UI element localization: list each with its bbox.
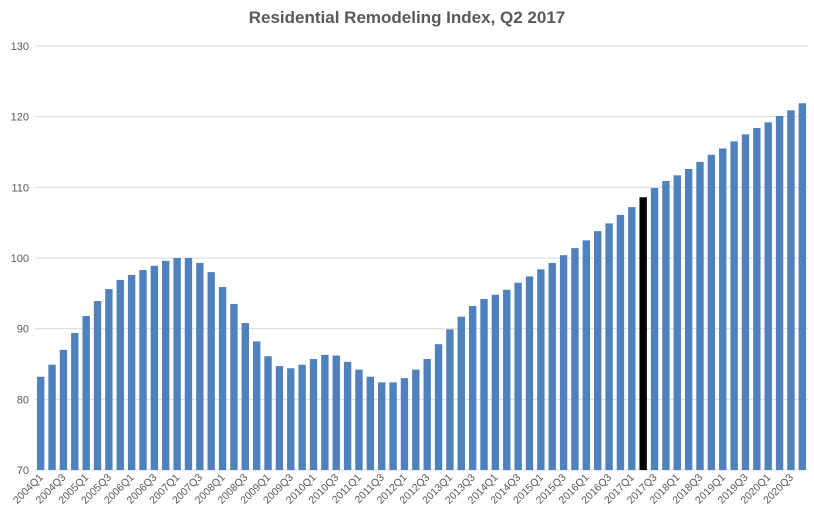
bar: [775, 115, 784, 471]
bar: [684, 168, 693, 470]
bar: [400, 378, 409, 470]
bar: [207, 272, 215, 470]
bar: [457, 316, 465, 470]
bar: [628, 207, 636, 470]
bar: [389, 382, 397, 470]
y-tick-label: 130: [11, 41, 29, 53]
bar: [696, 161, 704, 471]
bar: [787, 110, 795, 470]
bar: [241, 323, 249, 470]
bar: [764, 122, 772, 470]
bar: [605, 223, 613, 470]
bar: [275, 366, 284, 470]
bar: [537, 269, 545, 470]
bar: [173, 258, 181, 470]
bar: [673, 175, 681, 470]
bar: [332, 355, 340, 470]
bar: [616, 214, 625, 470]
bar: [48, 364, 56, 470]
bar: [707, 154, 716, 470]
bar: [36, 376, 45, 470]
bar: [82, 315, 90, 470]
y-tick-label: 80: [17, 394, 29, 406]
y-tick-label: 110: [11, 182, 29, 194]
bar: [548, 262, 556, 470]
bar: [150, 265, 159, 470]
bar: [730, 141, 738, 470]
bar: [93, 301, 102, 470]
bar: [503, 289, 511, 470]
bar: [184, 258, 193, 470]
bar: [559, 255, 568, 470]
bar: [571, 248, 579, 470]
bar: [514, 282, 522, 470]
bar: [218, 286, 227, 470]
bar-highlighted: [639, 197, 647, 470]
bar: [343, 361, 352, 470]
bar: [741, 134, 750, 471]
bar: [139, 270, 147, 470]
bar: [480, 298, 488, 470]
bar: [287, 368, 295, 470]
bar: [196, 262, 204, 470]
bar: [412, 369, 420, 470]
bar: [650, 188, 659, 471]
bar: [798, 103, 807, 471]
bar: [298, 364, 306, 470]
bar: [582, 240, 591, 470]
y-tick-label: 100: [11, 253, 29, 265]
bar: [162, 260, 170, 470]
y-tick-label: 120: [11, 112, 29, 124]
chart-title: Residential Remodeling Index, Q2 2017: [248, 8, 566, 27]
bar: [594, 231, 602, 470]
bar: [423, 359, 431, 470]
bar: [230, 303, 238, 470]
bar: [491, 294, 500, 470]
bar: [264, 356, 272, 470]
bar: [719, 148, 727, 470]
bar: [252, 341, 261, 470]
bar: [105, 289, 113, 470]
y-tick-label: 70: [17, 465, 29, 477]
bar: [116, 279, 124, 470]
bar: [355, 369, 363, 470]
bar: [321, 354, 329, 470]
bar: [309, 359, 318, 470]
bar: [59, 349, 68, 470]
bar: [446, 329, 454, 470]
bar: [434, 344, 443, 470]
bar: [525, 276, 534, 470]
bar: [468, 306, 477, 470]
bar: [127, 274, 136, 470]
bar: [378, 382, 386, 470]
bar: [662, 180, 670, 470]
bar: [71, 332, 79, 470]
y-tick-label: 90: [17, 324, 29, 336]
bar: [753, 127, 761, 471]
bar: [366, 376, 375, 470]
